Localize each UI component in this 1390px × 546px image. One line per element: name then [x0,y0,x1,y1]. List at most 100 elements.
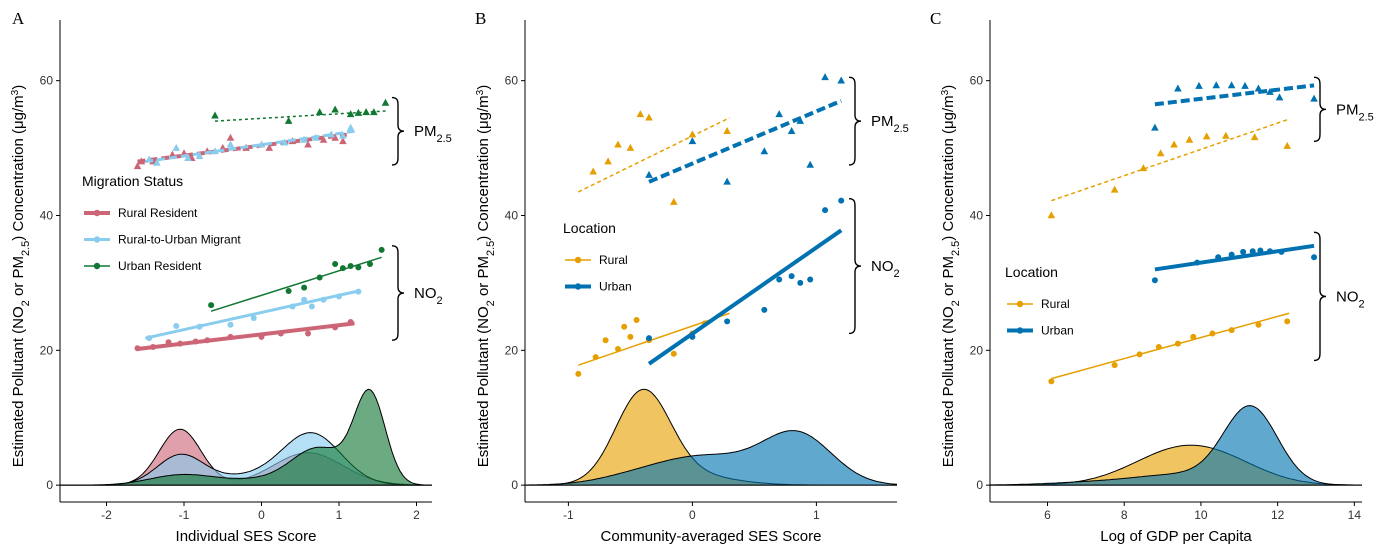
data-point [258,333,265,340]
data-point [1311,254,1318,261]
data-point [1255,321,1262,328]
panel-b: B 0 20 40 60 -1 0 1 Community-averaged SES Score… [475,9,909,545]
legend-item-label: Urban [599,280,632,294]
data-point [1209,330,1216,337]
data-point [1283,141,1292,149]
data-point [257,140,266,148]
data-point [305,330,311,337]
data-point [204,337,211,344]
bracket [1313,76,1327,143]
data-point [602,337,609,344]
data-point [633,316,640,323]
data-point [319,135,328,143]
data-point [250,314,257,321]
data-point [208,302,215,309]
data-point [1048,378,1055,385]
y-tick-label: 20 [40,343,54,357]
x-tick-label: -1 [563,508,574,522]
x-tick-label: 10 [1194,508,1208,522]
data-point [1151,277,1158,284]
fit-line [1154,83,1315,107]
data-point [1170,140,1178,148]
data-point [304,140,312,148]
data-point [308,303,315,310]
x-tick-label: -2 [101,508,112,522]
fit-line [1051,118,1290,202]
y-tick-label: 60 [40,74,54,88]
legend-item-label: Urban [1041,324,1074,338]
legend-item-label: Urban Resident [118,259,202,273]
data-point [627,333,634,340]
x-tick-label: -1 [179,508,190,522]
data-point [134,345,141,352]
data-point [621,323,628,330]
data-point [1155,343,1162,350]
data-point [1227,81,1236,89]
data-point [1190,333,1197,340]
data-point [332,261,339,268]
data-point [797,279,804,286]
bracket-label: PM2.5 [1336,101,1374,123]
data-point [670,350,677,357]
legend-marker [93,236,101,243]
data-point [355,288,362,295]
data-point [331,105,339,113]
data-point [1185,135,1194,143]
data-point [589,167,597,175]
legend-title: Location [1005,264,1058,280]
bracket [848,197,862,335]
data-point [300,135,308,143]
data-point [226,133,235,141]
data-point [346,110,355,118]
legend-item-label: Rural-to-Urban Migrant [118,233,241,247]
x-tick-label: 14 [1348,508,1362,522]
data-point [724,318,731,325]
legend: Location Rural Urban [563,220,632,294]
data-point [760,147,769,155]
y-axis-title: Estimated Pollutant (NO2 or PM2.5) Conce… [475,85,498,467]
data-point [614,140,622,148]
data-point [381,98,390,106]
data-point [177,340,184,347]
data-point [1151,123,1159,131]
bracket-label: NO2 [1336,288,1365,310]
bracket-label: PM2.5 [414,123,452,145]
data-point [1284,318,1291,325]
y-axis-title: Estimated Pollutant (NO2 or PM2.5) Conce… [940,85,963,467]
y-tick-label: 60 [505,74,519,88]
x-tick-label: 0 [258,508,265,522]
bracket [391,96,405,166]
x-tick-label: 1 [813,508,820,522]
data-point [1310,94,1318,102]
data-point [165,339,172,346]
scatter-layer [133,98,390,352]
y-tick-label: 60 [970,74,984,88]
data-point [1250,133,1259,141]
data-point [723,127,731,135]
data-point [1254,84,1263,92]
data-point [332,324,339,331]
data-point [146,335,153,342]
data-point [1257,247,1264,254]
data-point [137,157,146,165]
panel-a: A 0 20 40 60 -2 -1 0 1 2 Individual SES Score Estim… [10,9,452,545]
panel-label: B [475,9,486,28]
legend: Migration Status Rural Resident Rural-to-U… [82,173,241,273]
legend-marker [93,262,101,270]
y-tick-label: 20 [970,343,984,357]
fit-line [578,312,730,366]
data-point [1156,149,1165,157]
data-point [195,151,204,159]
data-point [776,276,783,283]
legend-marker [574,283,582,290]
data-point [688,130,697,138]
data-point [1110,185,1119,193]
data-point [1241,81,1249,89]
data-point [339,131,347,139]
fit-line [577,117,730,193]
data-point [1266,87,1274,95]
data-point [688,137,697,145]
data-point [775,110,783,118]
bracket-label: PM2.5 [871,113,909,135]
data-point [289,303,296,310]
